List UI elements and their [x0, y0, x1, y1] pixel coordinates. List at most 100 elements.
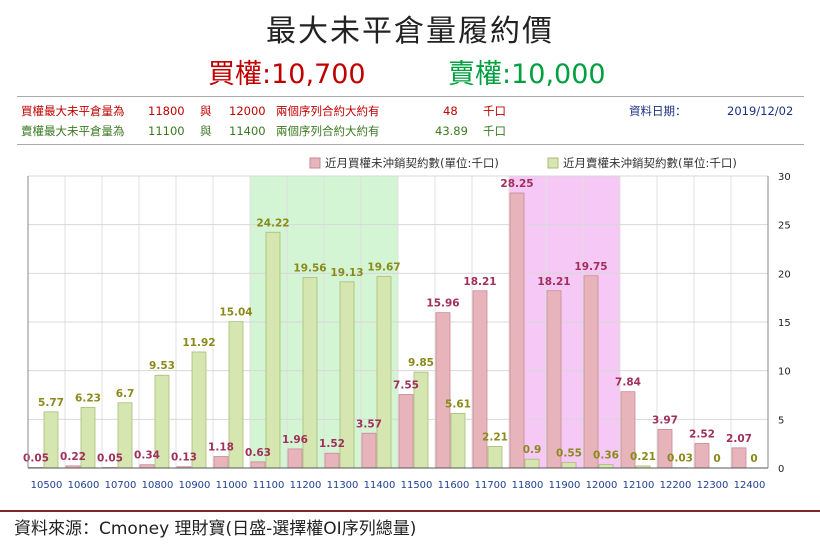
y-tick-label: 15 — [778, 318, 791, 329]
call-value-label-11200: 1.96 — [282, 434, 308, 446]
put-summary-unit: 千口 — [483, 124, 506, 138]
call-value-label-10700: 0.05 — [97, 453, 123, 465]
put-value-label-11900: 0.55 — [556, 448, 582, 460]
call-bar-12300 — [694, 443, 710, 469]
call-value-label-11100: 0.63 — [245, 447, 271, 459]
call-value-label-12000: 19.75 — [574, 261, 607, 273]
value-labels: 0.05 0.22 0.05 0.34 0.13 1.18 0.63 1.96 1.52 3.57… — [23, 178, 758, 465]
x-tick-label-11000: 11000 — [216, 480, 248, 491]
call-value-label-11000: 1.18 — [208, 442, 234, 454]
put-value-label-11200: 19.56 — [293, 263, 326, 275]
x-tick-label-12400: 12400 — [734, 480, 766, 491]
legend-swatch-1 — [547, 157, 559, 169]
call-value-label-11500: 7.55 — [393, 380, 419, 392]
put-bar-11400 — [376, 276, 392, 469]
call-value-label-11800: 28.25 — [500, 178, 533, 190]
legend-label-1: 近月賣權未沖銷契約數(單位:千口) — [563, 156, 737, 170]
call-value-label-12400: 2.07 — [726, 433, 752, 445]
call-value-label-10500: 0.05 — [23, 453, 49, 465]
call-bar-11600 — [435, 312, 451, 469]
put-value-label-12200: 0.03 — [667, 453, 693, 465]
put-value-label-11800: 0.9 — [523, 444, 542, 456]
put-bar-10900 — [191, 351, 207, 469]
call-bar-11100 — [250, 461, 266, 469]
put-value-label-10600: 6.23 — [75, 392, 101, 404]
put-bar-11800 — [524, 458, 540, 469]
x-tick-label-10700: 10700 — [105, 480, 137, 491]
put-value-label-11500: 9.85 — [408, 357, 434, 369]
source-footer: 資料來源：Cmoney 理財寶(日盛-選擇權OI序列總量) — [0, 510, 820, 551]
bars — [28, 192, 747, 469]
put-value-label-10700: 6.7 — [116, 388, 135, 400]
call-summary-desc: 兩個序列合約大約有 — [276, 104, 380, 118]
put-value-label-10500: 5.77 — [38, 397, 64, 409]
call-value-label-11300: 1.52 — [319, 438, 345, 450]
x-tick-label-11600: 11600 — [438, 480, 470, 491]
x-tick-label-11200: 11200 — [290, 480, 322, 491]
put-strike-2: 11400 — [229, 124, 266, 138]
oi-bar-chart: 0.05 0.22 0.05 0.34 0.13 1.18 0.63 1.96 1.52 3.57… — [23, 156, 791, 491]
x-tick-label-10500: 10500 — [31, 480, 63, 491]
put-strike-1: 11100 — [148, 124, 185, 138]
put-max-strike-label: 賣權:10,000 — [448, 59, 606, 90]
put-summary-prefix: 賣權最大未平倉量為 — [21, 124, 125, 138]
call-bar-11400 — [361, 432, 377, 469]
put-value-label-11700: 2.21 — [482, 431, 508, 443]
call-bar-11800 — [509, 192, 525, 469]
call-summary-and: 與 — [200, 104, 212, 118]
put-value-label-11400: 19.67 — [367, 262, 400, 274]
put-bar-11900 — [561, 462, 577, 469]
put-summary-row: 賣權最大未平倉量為 11100 與 11400 兩個序列合約大約有 43.89 … — [17, 121, 804, 141]
date-label: 資料日期： — [629, 104, 687, 118]
x-tick-label-10800: 10800 — [142, 480, 174, 491]
x-tick-label-11100: 11100 — [253, 480, 285, 491]
put-value-label-11000: 15.04 — [219, 307, 252, 319]
call-bar-12000 — [583, 275, 599, 469]
call-summary-prefix: 買權最大未平倉量為 — [21, 104, 125, 118]
call-summary-unit: 千口 — [483, 104, 506, 118]
call-value-label-11700: 18.21 — [463, 276, 496, 288]
x-tick-label-11800: 11800 — [512, 480, 544, 491]
y-tick-label: 30 — [778, 172, 791, 183]
call-value-label-11400: 3.57 — [356, 418, 382, 430]
x-tick-label-11500: 11500 — [401, 480, 433, 491]
call-value-label-12300: 2.52 — [689, 428, 715, 440]
put-value-label-11300: 19.13 — [330, 267, 363, 279]
call-value-label-10900: 0.13 — [171, 452, 197, 464]
x-tick-label-11300: 11300 — [327, 480, 359, 491]
y-tick-label: 25 — [778, 221, 791, 232]
x-tick-label-12000: 12000 — [586, 480, 618, 491]
put-value-label-12000: 0.36 — [593, 449, 619, 461]
x-tick-label-11700: 11700 — [475, 480, 507, 491]
legend-label-0: 近月買權未沖銷契約數(單位:千口) — [325, 156, 499, 170]
x-tick-label-12300: 12300 — [697, 480, 729, 491]
call-value-label-12200: 3.97 — [652, 414, 678, 426]
put-summary-amount: 43.89 — [435, 124, 468, 138]
put-value-label-11100: 24.22 — [256, 217, 289, 229]
call-value-label-12100: 7.84 — [615, 377, 641, 389]
legend: 近月買權未沖銷契約數(單位:千口) 近月賣權未沖銷契約數(單位:千口) — [309, 156, 737, 170]
summary-panel: 買權最大未平倉量為 11800 與 12000 兩個序列合約大約有 48 千口 … — [17, 96, 804, 145]
y-tick-label: 0 — [778, 464, 784, 475]
put-value-label-12100: 0.21 — [630, 451, 656, 463]
call-bar-11000 — [213, 456, 229, 469]
put-bar-11100 — [265, 231, 281, 469]
call-value-label-10800: 0.34 — [134, 450, 160, 462]
put-summary-desc: 兩個序列合約大約有 — [276, 124, 380, 138]
call-value-label-10600: 0.22 — [60, 451, 86, 463]
put-value-label-11600: 5.61 — [445, 398, 471, 410]
call-bar-11300 — [324, 452, 340, 469]
x-tick-label-12100: 12100 — [623, 480, 655, 491]
y-tick-label: 5 — [778, 415, 784, 426]
call-bar-12400 — [731, 447, 747, 469]
call-bar-11900 — [546, 290, 562, 469]
call-max-strike-label: 買權:10,700 — [208, 59, 366, 90]
x-tick-label-12200: 12200 — [660, 480, 692, 491]
legend-swatch-0 — [309, 157, 321, 169]
y-tick-label: 20 — [778, 269, 791, 280]
x-tick-label-10600: 10600 — [68, 480, 100, 491]
put-value-label-10800: 9.53 — [149, 360, 175, 372]
call-summary-row: 買權最大未平倉量為 11800 與 12000 兩個序列合約大約有 48 千口 … — [17, 101, 804, 121]
call-strike-1: 11800 — [148, 104, 185, 118]
call-value-label-11900: 18.21 — [537, 276, 570, 288]
